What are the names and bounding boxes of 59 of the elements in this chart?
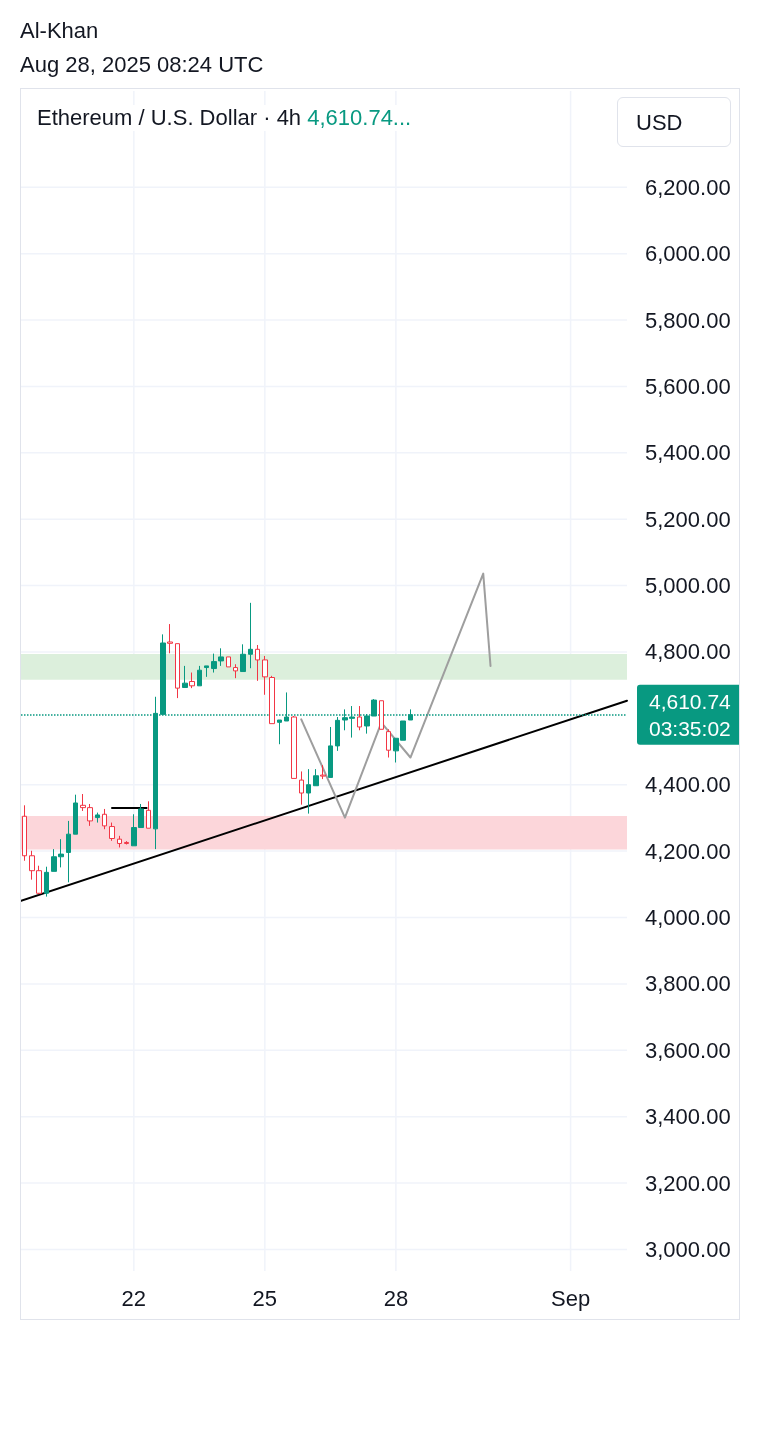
y-tick-label: 5,400.00	[645, 440, 731, 466]
y-tick-label: 4,000.00	[645, 905, 731, 930]
x-tick-label: Sep	[551, 1285, 591, 1311]
candlestick	[73, 794, 78, 835]
y-tick-label: 3,600.00	[645, 1037, 731, 1063]
y-axis-title: USD	[617, 97, 731, 147]
x-tick-label: 22	[121, 1285, 147, 1311]
y-tick-label: 3,800.00	[645, 971, 731, 997]
candlestick	[277, 719, 282, 745]
annotation: 4,610.74...	[307, 105, 412, 130]
candlestick	[102, 808, 107, 830]
text: Al-Khan	[20, 17, 100, 45]
candlestick	[44, 866, 49, 898]
candlestick	[197, 665, 202, 687]
candlestick	[124, 840, 129, 845]
ref-line-label: 4,610.74	[649, 689, 732, 713]
candlestick	[117, 835, 122, 848]
candlestick	[146, 800, 151, 829]
candlestick	[204, 665, 209, 678]
candlestick	[357, 705, 362, 731]
candlestick	[320, 764, 326, 780]
y-tick-label: 4,200.00	[645, 838, 731, 864]
candlestick	[248, 602, 253, 669]
candlestick	[306, 768, 311, 815]
candlestick	[22, 804, 27, 862]
y-tick-label: 5,600.00	[645, 373, 731, 399]
candlestick	[175, 643, 180, 699]
candlestick	[255, 644, 260, 682]
y-tick-label: 4,800.00	[645, 639, 731, 665]
candlestick	[95, 812, 100, 824]
y-tick-label: 5,200.00	[645, 506, 731, 532]
x-tick-label: 28	[383, 1285, 409, 1311]
candlestick	[328, 726, 333, 778]
chart-subtitle: Aug 28, 2025 08:24 UTC	[20, 51, 264, 79]
candlestick	[379, 700, 384, 730]
candlestick	[109, 822, 115, 842]
candlestick	[182, 665, 188, 688]
text: 03:35:02	[649, 716, 731, 740]
x-tick-label: 25	[252, 1285, 278, 1311]
candlestick	[291, 715, 297, 779]
y-tick-label: 4,400.00	[645, 772, 731, 798]
candlestick	[299, 770, 304, 806]
y-tick-label: 3,400.00	[645, 1104, 731, 1130]
candlestick	[167, 623, 173, 654]
y-tick-label: 6,200.00	[645, 174, 731, 200]
y-tick-label: 5,000.00	[645, 573, 731, 599]
candlestick	[189, 672, 195, 689]
y-tick-label: 5,800.00	[645, 307, 731, 333]
line-series	[300, 572, 492, 819]
text: Ethereum / U.S. Dollar · 4h	[37, 105, 302, 130]
candlestick	[386, 728, 391, 759]
y-tick-label: 6,000.00	[645, 241, 731, 267]
y-tick-label: 3,200.00	[645, 1170, 731, 1196]
candlestick	[226, 656, 231, 668]
y-tick-label: 3,000.00	[645, 1236, 731, 1262]
candlestick	[240, 643, 246, 673]
candlestick	[313, 768, 319, 787]
candlestick	[233, 663, 238, 679]
candlestick	[66, 820, 71, 883]
